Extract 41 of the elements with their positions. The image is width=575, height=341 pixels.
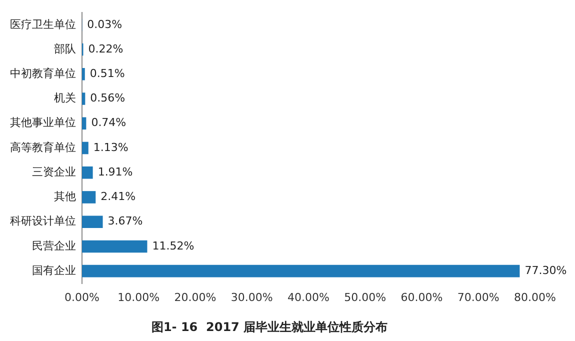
bar — [82, 216, 103, 228]
x-tick-label: 20.00% — [174, 290, 216, 304]
y-tick-label: 医疗卫生单位 — [10, 18, 76, 31]
y-tick-label: 部队 — [54, 42, 76, 56]
data-label: 0.74% — [91, 116, 126, 130]
x-tick-label: 50.00% — [344, 290, 386, 304]
data-label: 3.67% — [108, 214, 143, 228]
bar — [82, 68, 85, 80]
bar — [82, 166, 93, 179]
x-tick-label: 80.00% — [514, 290, 556, 304]
y-tick-label: 民营企业 — [32, 239, 76, 252]
bar — [82, 191, 96, 204]
y-tick-label: 机关 — [54, 92, 76, 105]
x-tick-label: 10.00% — [118, 290, 160, 304]
bar — [82, 142, 88, 154]
bar — [82, 264, 520, 278]
data-label: 0.51% — [90, 67, 125, 80]
data-label: 0.03% — [87, 18, 122, 31]
data-label: 1.13% — [93, 140, 128, 154]
y-tick-label: 国有企业 — [32, 264, 76, 277]
y-tick-label: 科研设计单位 — [10, 214, 76, 228]
data-label: 77.30% — [524, 264, 567, 277]
bar — [82, 92, 86, 105]
x-tick-label: 0.00% — [64, 290, 100, 304]
y-tick-label: 高等教育单位 — [10, 140, 76, 154]
x-tick-label: 60.00% — [400, 290, 443, 304]
bar — [82, 240, 148, 253]
y-tick-label: 三资企业 — [32, 165, 76, 178]
data-label: 11.52% — [152, 239, 194, 252]
x-tick-label: 70.00% — [457, 290, 500, 304]
x-tick-label: 30.00% — [230, 290, 273, 304]
y-tick-label: 中初教育单位 — [10, 67, 76, 80]
x-tick-label: 40.00% — [288, 290, 330, 304]
data-label: 0.22% — [88, 42, 124, 56]
y-tick-label: 其他 — [54, 190, 76, 204]
bar — [82, 117, 86, 130]
y-tick-label: 其他事业单位 — [10, 116, 76, 130]
data-label: 0.56% — [90, 92, 126, 105]
data-label: 2.41% — [100, 190, 136, 204]
data-label: 1.91% — [98, 165, 133, 178]
text: 图1- 16 2017 届毕业生就业单位性质分布 — [151, 320, 388, 334]
